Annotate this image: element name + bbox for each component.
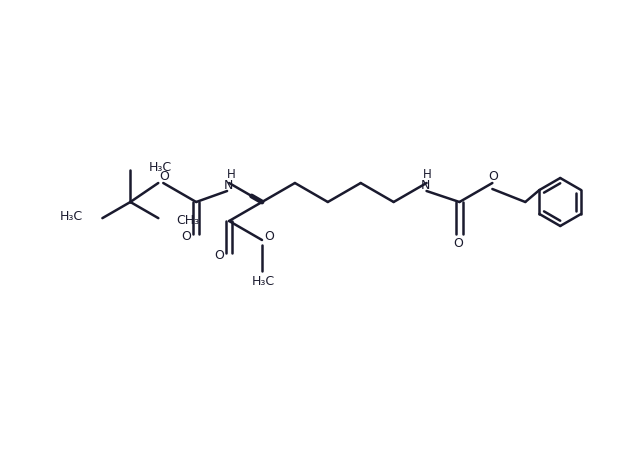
Text: H₃C: H₃C <box>148 161 172 174</box>
Text: H₃C: H₃C <box>252 274 275 288</box>
Text: H: H <box>423 167 432 180</box>
Text: H: H <box>227 167 236 180</box>
Text: H₃C: H₃C <box>60 210 83 223</box>
Text: N: N <box>421 179 430 191</box>
Text: N: N <box>223 179 233 191</box>
Text: O: O <box>454 237 463 250</box>
Text: O: O <box>488 170 499 182</box>
Text: O: O <box>264 229 274 243</box>
Text: O: O <box>181 230 191 243</box>
Text: CH₃: CH₃ <box>177 214 200 227</box>
Text: O: O <box>159 170 169 182</box>
Text: O: O <box>214 249 224 262</box>
